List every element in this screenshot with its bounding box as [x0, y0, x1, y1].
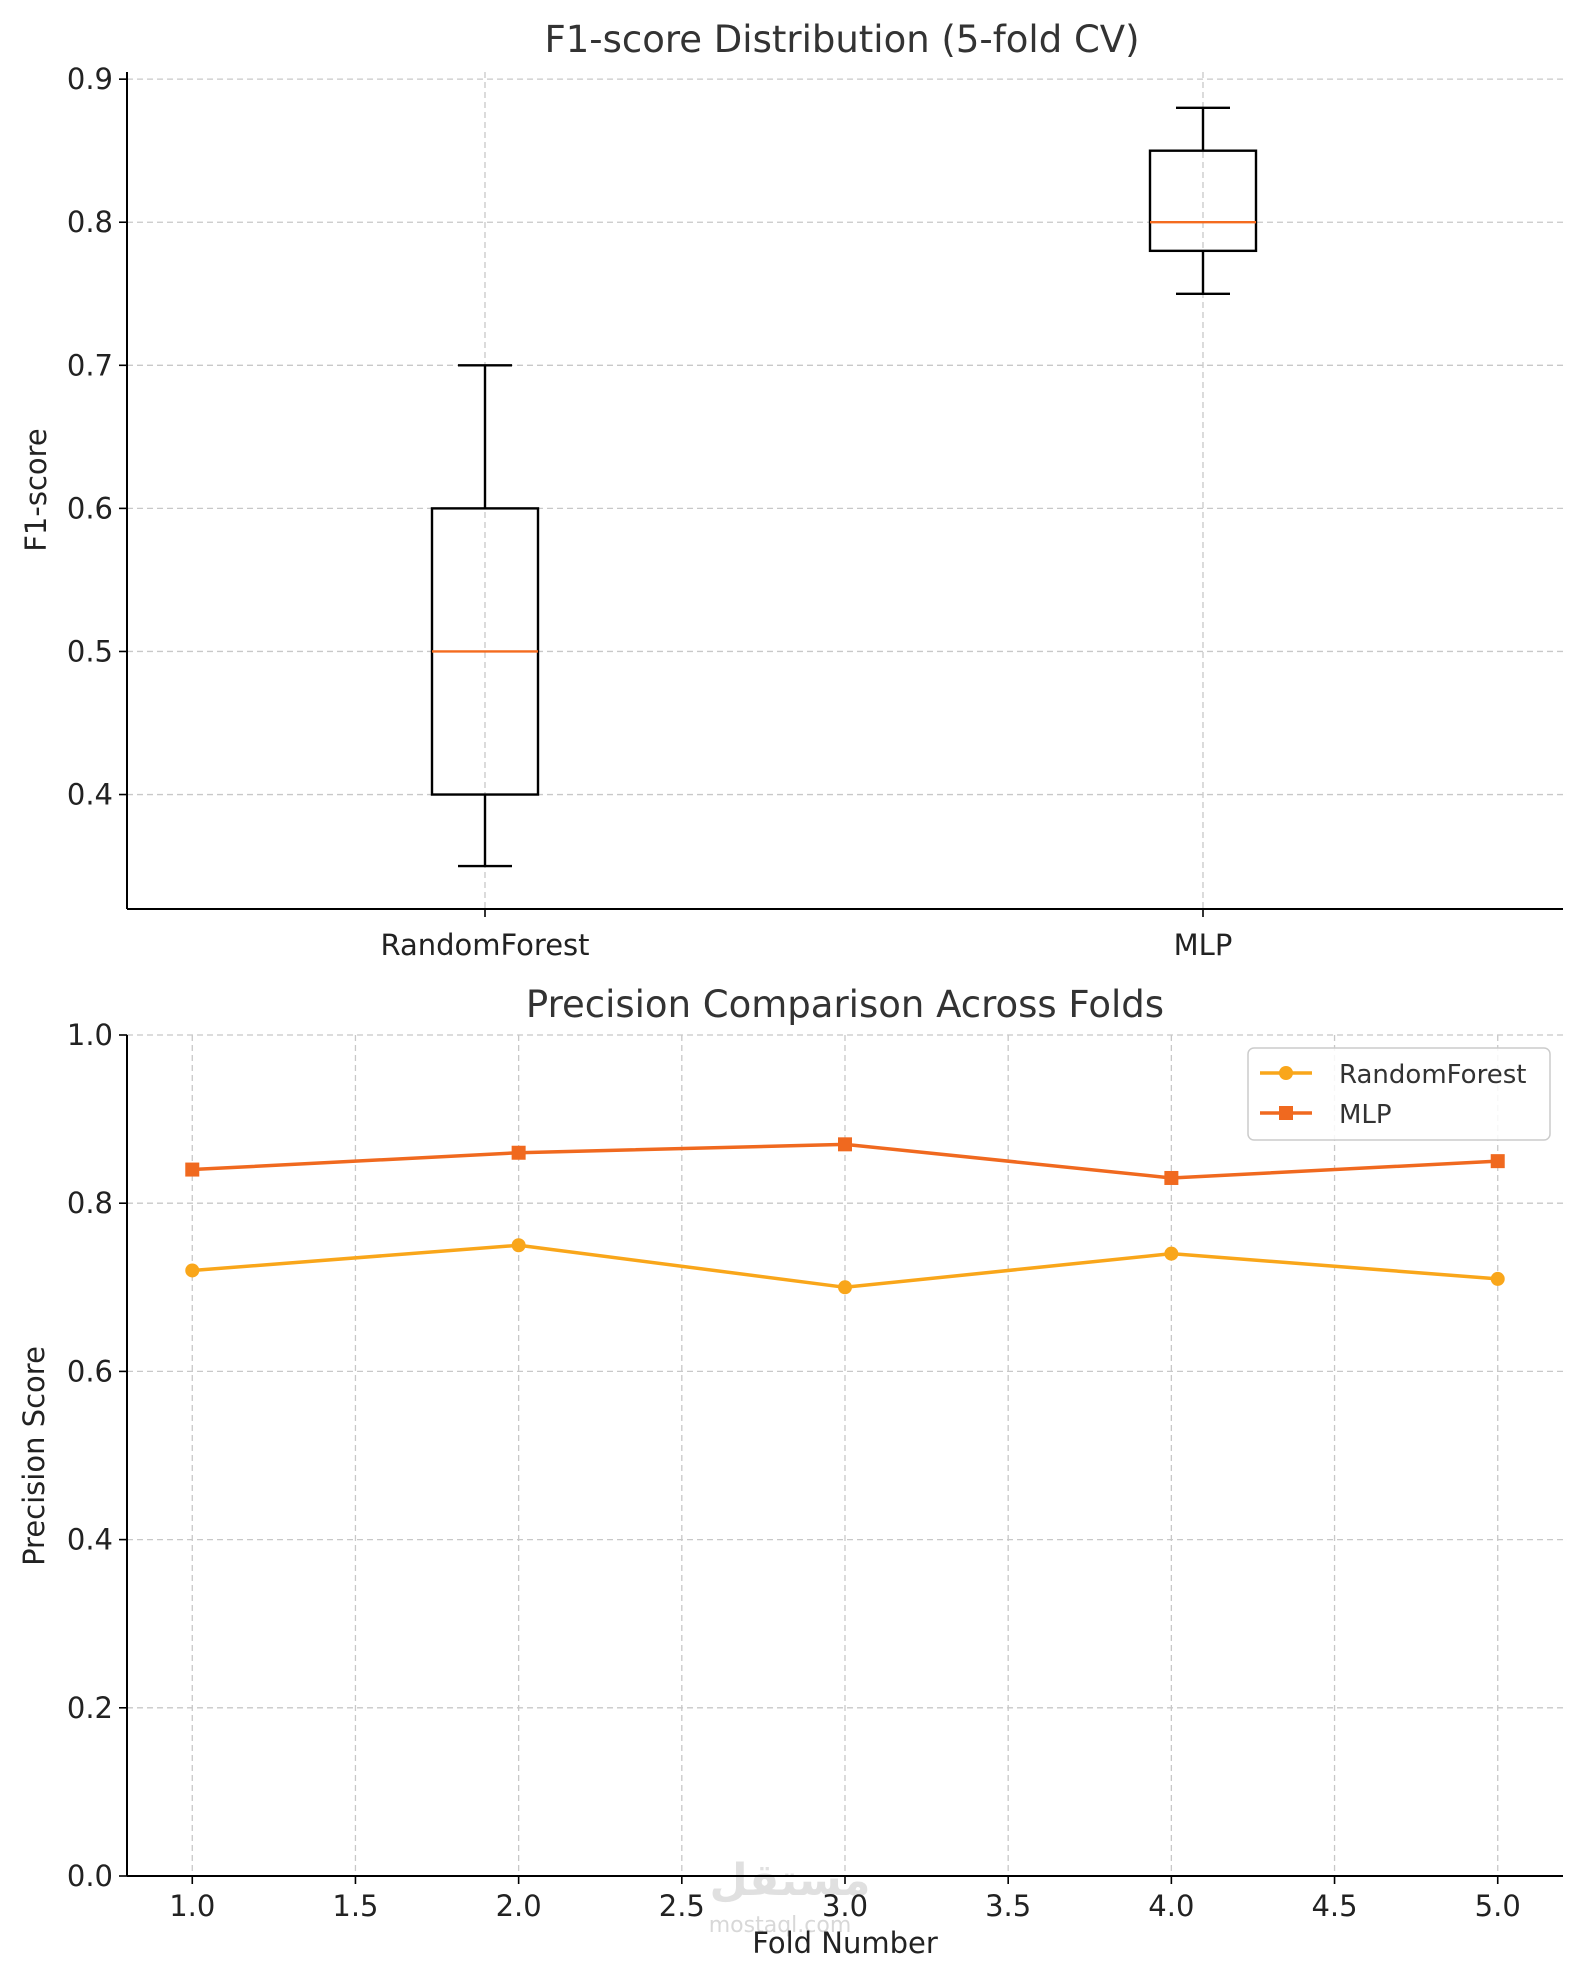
legend-label-mlp: MLP [1339, 1100, 1392, 1130]
chart1-boxes [430, 106, 1258, 868]
chart1-y-ticks: 0.4 0.5 0.6 0.7 0.8 0.9 [67, 62, 127, 812]
chart1-grid [127, 72, 1563, 909]
chart2-ytick-label-0.0: 0.0 [67, 1859, 113, 1893]
chart2-title: Precision Comparison Across Folds [526, 983, 1164, 1026]
chart2-ytick-label-0.8: 0.8 [67, 1186, 113, 1220]
chart1-ytick-label-0.9: 0.9 [67, 62, 113, 96]
chart2-xtick-label-1.5: 1.5 [332, 1889, 378, 1923]
chart2-ytick-label-1.0: 1.0 [67, 1018, 113, 1052]
chart2-series [185, 1137, 1505, 1295]
chart2-y-axis-label: Precision Score [17, 1346, 51, 1566]
chart2-ytick-label-0.2: 0.2 [67, 1691, 113, 1725]
legend-marker-mlp [1279, 1106, 1293, 1120]
chart2-x-ticks: 1.0 1.5 2.0 2.5 3.0 3.5 4.0 4.5 5.0 [169, 1876, 1521, 1923]
chart2-xtick-label-3.5: 3.5 [985, 1889, 1031, 1923]
point-mlp-fold-2 [511, 1145, 526, 1160]
chart2-xtick-label-2.0: 2.0 [496, 1889, 542, 1923]
chart1-ytick-label-0.5: 0.5 [67, 634, 113, 668]
point-mlp-fold-5 [1490, 1154, 1505, 1169]
watermark-logo-text: مستقل [710, 1855, 871, 1906]
box-iqr-mlp [1148, 149, 1258, 253]
chart2-ytick-label-0.4: 0.4 [67, 1523, 113, 1557]
point-randomforest-fold-5 [1490, 1271, 1505, 1286]
chart2-xtick-label-4.5: 4.5 [1311, 1889, 1357, 1923]
chart2-xtick-label-4.0: 4.0 [1148, 1889, 1194, 1923]
chart2-xtick-label-3.0: 3.0 [822, 1889, 868, 1923]
watermark-subtext: mostaql.com [709, 1913, 852, 1938]
chart1-x-ticks: RandomForest MLP [380, 909, 1232, 962]
legend-marker-randomforest [1279, 1066, 1293, 1080]
legend-frame [1247, 1047, 1551, 1141]
chart2-y-ticks: 0.0 0.2 0.4 0.6 0.8 1.0 [67, 1018, 127, 1893]
chart1-ytick-label-0.8: 0.8 [67, 205, 113, 239]
point-mlp-fold-1 [185, 1162, 200, 1177]
point-randomforest-fold-2 [511, 1238, 526, 1253]
chart1-ytick-label-0.7: 0.7 [67, 348, 113, 382]
chart1-xtick-label-mlp: MLP [1174, 928, 1233, 962]
legend-label-randomforest: RandomForest [1339, 1060, 1526, 1090]
point-randomforest-fold-1 [185, 1263, 200, 1278]
chart2-xtick-label-1.0: 1.0 [169, 1889, 215, 1923]
chart2-xtick-label-2.5: 2.5 [659, 1889, 705, 1923]
chart1-y-axis-label: F1-score [19, 428, 53, 552]
chart1-xtick-label-randomforest: RandomForest [380, 928, 589, 962]
chart2-xtick-label-5.0: 5.0 [1475, 1889, 1521, 1923]
point-mlp-fold-4 [1164, 1170, 1179, 1185]
point-randomforest-fold-4 [1164, 1246, 1179, 1261]
point-mlp-fold-3 [838, 1137, 852, 1152]
chart1-ytick-label-0.4: 0.4 [67, 778, 113, 812]
watermark: مستقل mostaql.com [709, 1855, 871, 1938]
chart2-x-axis-label: Fold Number [752, 1926, 938, 1960]
chart2-legend: RandomForest MLP [1247, 1047, 1551, 1141]
f1-box-chart: F1-score Distribution (5-fold CV) 0.4 0.5… [19, 18, 1563, 962]
precision-line-chart: Precision Comparison Across Folds مستقل … [17, 983, 1563, 1960]
chart2-ytick-label-0.6: 0.6 [67, 1354, 113, 1388]
chart1-ytick-label-0.6: 0.6 [67, 491, 113, 525]
chart1-title: F1-score Distribution (5-fold CV) [544, 18, 1139, 61]
point-randomforest-fold-3 [838, 1280, 852, 1295]
